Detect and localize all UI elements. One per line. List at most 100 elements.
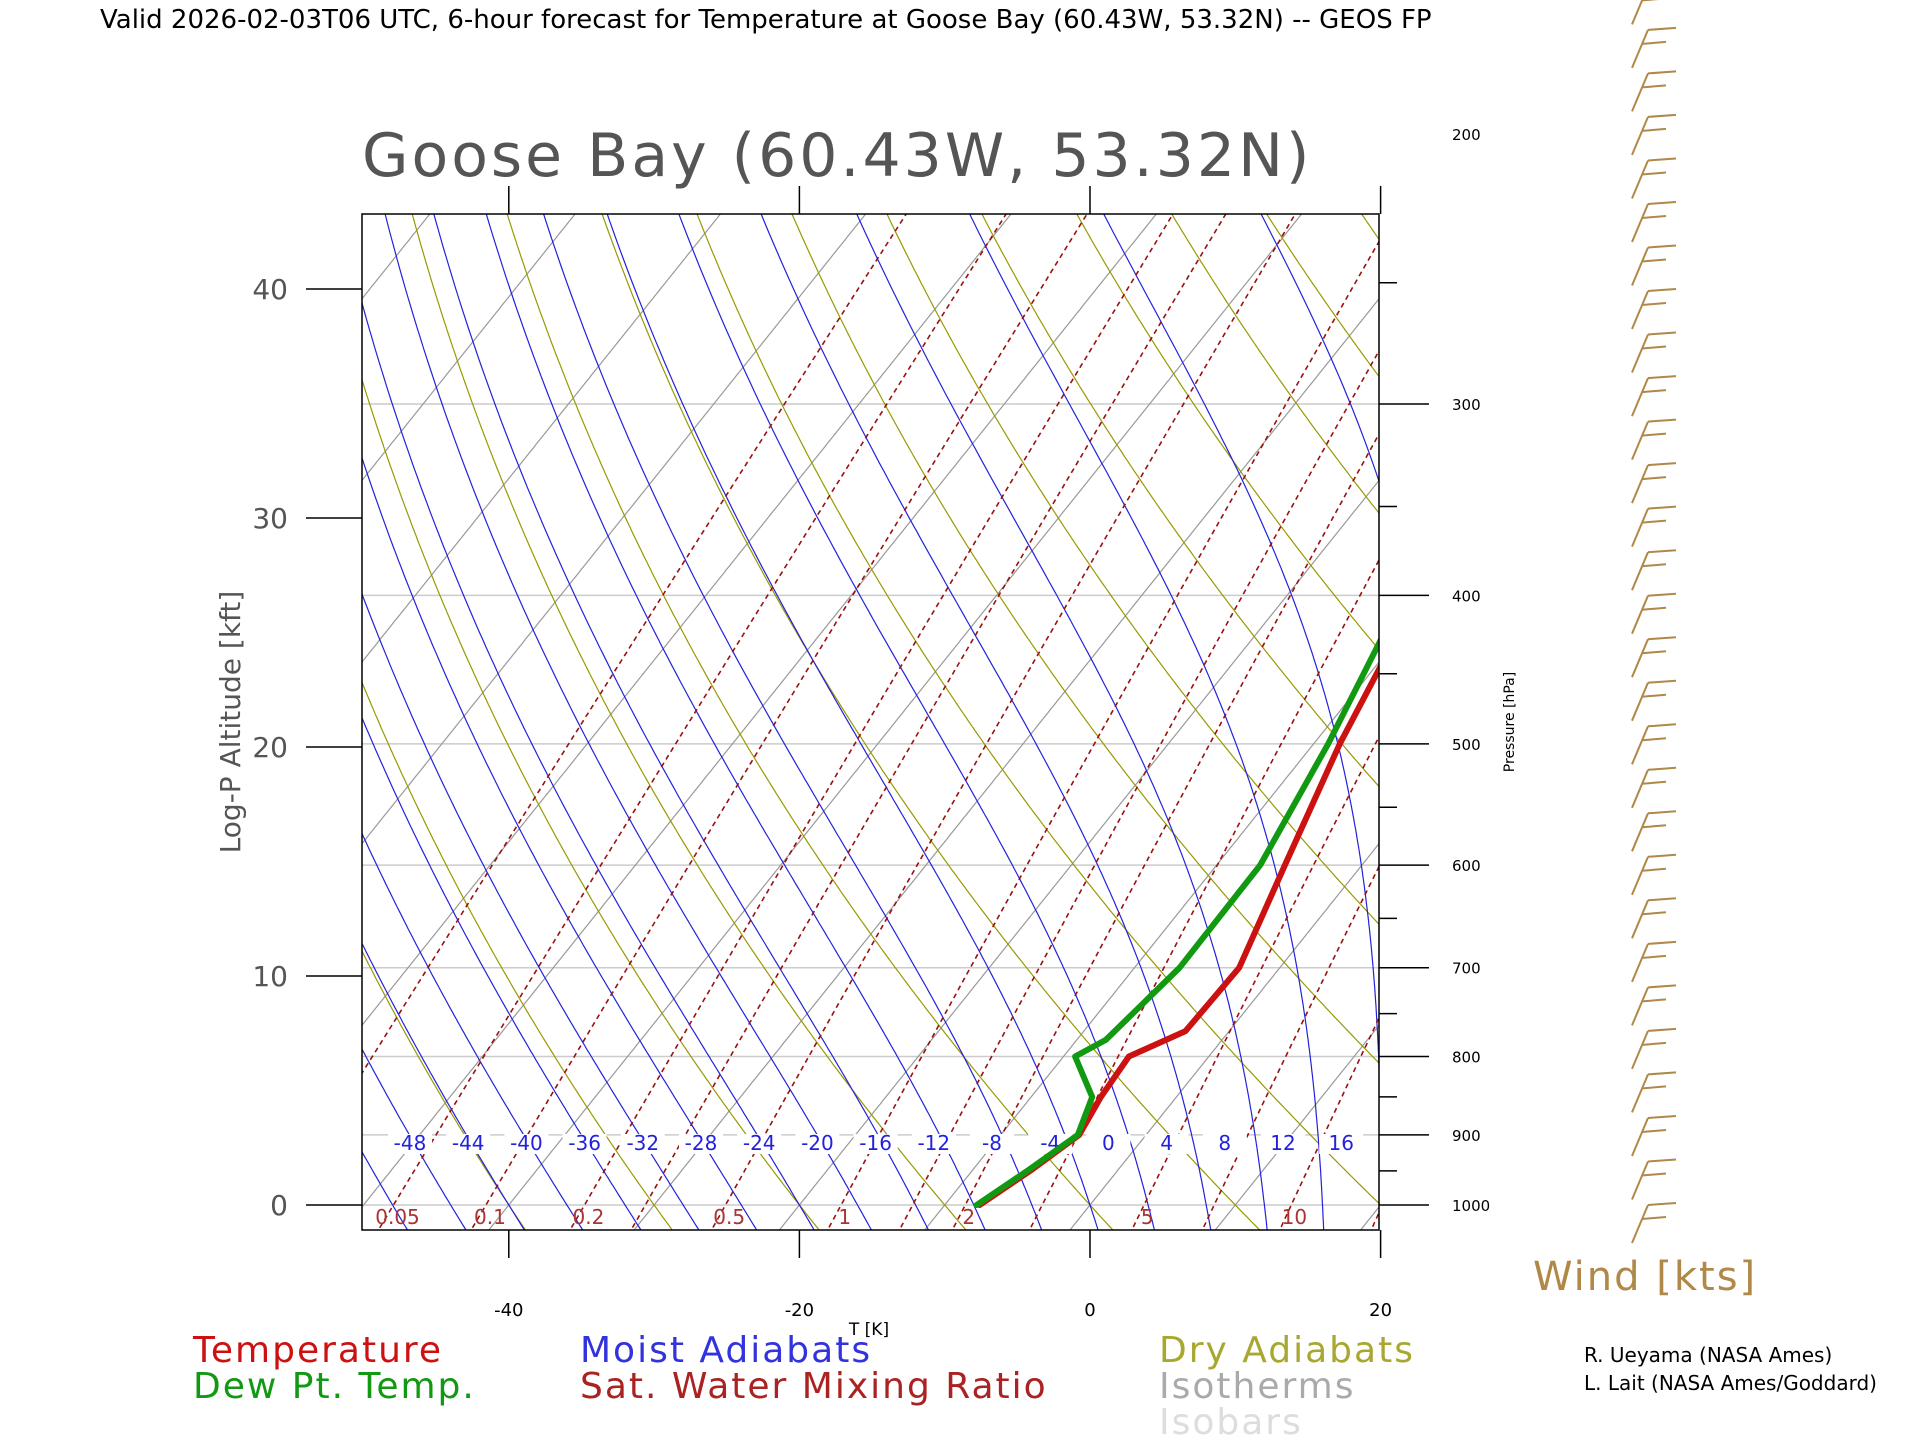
legend-moist-adiabats: Moist Adiabats bbox=[580, 1330, 872, 1371]
wind-barb bbox=[1631, 984, 1677, 1026]
pressure-tick-label: 700 bbox=[1452, 960, 1481, 978]
profile-dew-pt-temp bbox=[973, 636, 1379, 1208]
dry-adiabat-line bbox=[981, 214, 1379, 788]
dry-adiabat-line bbox=[1171, 214, 1379, 515]
wind-barb-flag bbox=[1647, 679, 1677, 684]
wind-barb-flag bbox=[1641, 1172, 1667, 1177]
dry-adiabat-line bbox=[601, 214, 1261, 1230]
valid-header: Valid 2026-02-03T06 UTC, 6-hour forecast… bbox=[100, 5, 1432, 35]
moist-label-bg bbox=[1261, 1134, 1305, 1154]
pressure-tick-label: 800 bbox=[1452, 1049, 1481, 1067]
wind-barb-flag bbox=[1641, 1085, 1667, 1090]
dry-adiabat-line bbox=[362, 680, 673, 1230]
wind-barb-staff bbox=[1631, 812, 1649, 852]
wind-barb-flag bbox=[1647, 462, 1677, 467]
wind-barb-staff bbox=[1631, 160, 1649, 199]
wind-barb-flag bbox=[1641, 171, 1667, 176]
credit-line-1: R. Ueyama (NASA Ames) bbox=[1584, 1343, 1832, 1367]
wind-barb bbox=[1631, 549, 1677, 591]
wind-barb-staff bbox=[1631, 595, 1649, 635]
wind-barb-flag bbox=[1641, 302, 1667, 306]
wind-barb-staff bbox=[1631, 334, 1649, 373]
wind-barb-flag bbox=[1641, 867, 1667, 872]
wind-barb-staff bbox=[1631, 943, 1649, 983]
wind-barb bbox=[1631, 113, 1677, 156]
mixing-ratio-line bbox=[1486, 201, 1920, 1244]
wind-barb-flag bbox=[1641, 432, 1667, 437]
moist-adiabat-label: -20 bbox=[801, 1131, 834, 1155]
isotherm-line bbox=[1069, 842, 1379, 1230]
wind-barb bbox=[1631, 1202, 1677, 1244]
wind-barb bbox=[1631, 157, 1677, 199]
moist-adiabat-label: -16 bbox=[859, 1131, 892, 1155]
axes-layer: -40 -20 0 200102030401000900800700600500400… bbox=[252, 126, 1490, 1321]
wind-barb-staff bbox=[1631, 203, 1649, 243]
dry-adiabat-line bbox=[1541, 201, 1920, 1244]
isotherm-line bbox=[362, 214, 576, 482]
y-tick-label: 40 bbox=[252, 273, 288, 306]
dry-adiabat-line bbox=[506, 214, 1114, 1230]
wind-barb bbox=[1631, 723, 1677, 765]
dry-adiabat-line bbox=[886, 214, 1379, 926]
wind-barb-flag bbox=[1641, 737, 1667, 742]
isotherm-line bbox=[1214, 1024, 1379, 1230]
wind-barb-staff bbox=[1631, 1074, 1649, 1113]
pressure-tick-label: 400 bbox=[1452, 587, 1481, 605]
wind-barb-flag bbox=[1641, 650, 1667, 655]
wind-barb bbox=[1631, 1027, 1677, 1070]
wind-barb-flag bbox=[1641, 780, 1667, 785]
moist-adiabat-line bbox=[362, 942, 526, 1230]
wind-barb bbox=[1631, 26, 1677, 69]
isotherm-line bbox=[362, 214, 1158, 1208]
moist-adiabat-label: 12 bbox=[1270, 1131, 1295, 1155]
wind-barb-staff bbox=[1631, 1204, 1649, 1244]
wind-barb-staff bbox=[1631, 638, 1649, 678]
moist-adiabat-label: -36 bbox=[568, 1131, 601, 1155]
moist-adiabat-label: -8 bbox=[982, 1131, 1002, 1155]
wind-barb bbox=[1631, 636, 1677, 678]
wind-barb-flag bbox=[1647, 636, 1677, 641]
moist-adiabat-line bbox=[760, 214, 1212, 1230]
wind-barb-flag bbox=[1647, 288, 1677, 292]
dry-adiabat-line bbox=[362, 949, 527, 1230]
moist-label-bg bbox=[970, 1134, 1014, 1154]
mixing-ratio-label: 0.1 bbox=[474, 1205, 506, 1229]
moist-label-bg bbox=[1144, 1134, 1189, 1154]
dry-adiabat-line bbox=[1730, 201, 1920, 1244]
wind-barb bbox=[1631, 766, 1677, 809]
wind-barb-staff bbox=[1631, 421, 1649, 460]
wind-barb-staff bbox=[1631, 247, 1649, 286]
wind-barb-flag bbox=[1647, 549, 1677, 554]
moist-label-bg bbox=[562, 1134, 607, 1154]
dry-adiabat-line bbox=[1265, 214, 1379, 378]
mixing-ratio-label: 2 bbox=[962, 1205, 975, 1229]
wind-barb-flag bbox=[1647, 331, 1677, 336]
wind-barb bbox=[1631, 331, 1677, 373]
x-tick-label: -40 bbox=[494, 1300, 523, 1321]
moist-label-bg bbox=[1202, 1134, 1247, 1154]
wind-barb-staff bbox=[1631, 508, 1649, 547]
moist-label-bg bbox=[911, 1134, 956, 1154]
mixing-ratio-label: 5 bbox=[1141, 1205, 1154, 1229]
isotherm-line bbox=[362, 214, 867, 845]
wind-barb bbox=[1631, 201, 1677, 243]
isotherm-line bbox=[923, 661, 1379, 1230]
wind-barb bbox=[1631, 940, 1677, 983]
dry-adiabat-line bbox=[411, 214, 967, 1230]
curve-labels-layer: -48 -44 -40 -36 -32 -28 -24 -20 -16 -12 -8 -4 0 4 8 12 1… bbox=[375, 1131, 1364, 1229]
wind-barb bbox=[1631, 505, 1677, 547]
wind-barb-flag bbox=[1647, 1202, 1677, 1206]
wind-barb-flag bbox=[1641, 476, 1667, 481]
wind-barb-flag bbox=[1641, 127, 1667, 132]
dry-adiabat-line bbox=[1360, 214, 1379, 241]
moist-adiabat-line bbox=[678, 214, 1156, 1230]
legend-dewpoint: Dew Pt. Temp. bbox=[193, 1366, 476, 1407]
moist-label-bg bbox=[620, 1134, 665, 1154]
mixing-ratio-line bbox=[362, 214, 908, 1075]
wind-barb-flag bbox=[1641, 911, 1667, 916]
wind-barb bbox=[1631, 70, 1677, 112]
wind-barb-flag bbox=[1641, 1041, 1667, 1046]
wind-barb bbox=[1631, 1158, 1677, 1200]
mixing-ratio-line bbox=[951, 432, 1379, 1230]
